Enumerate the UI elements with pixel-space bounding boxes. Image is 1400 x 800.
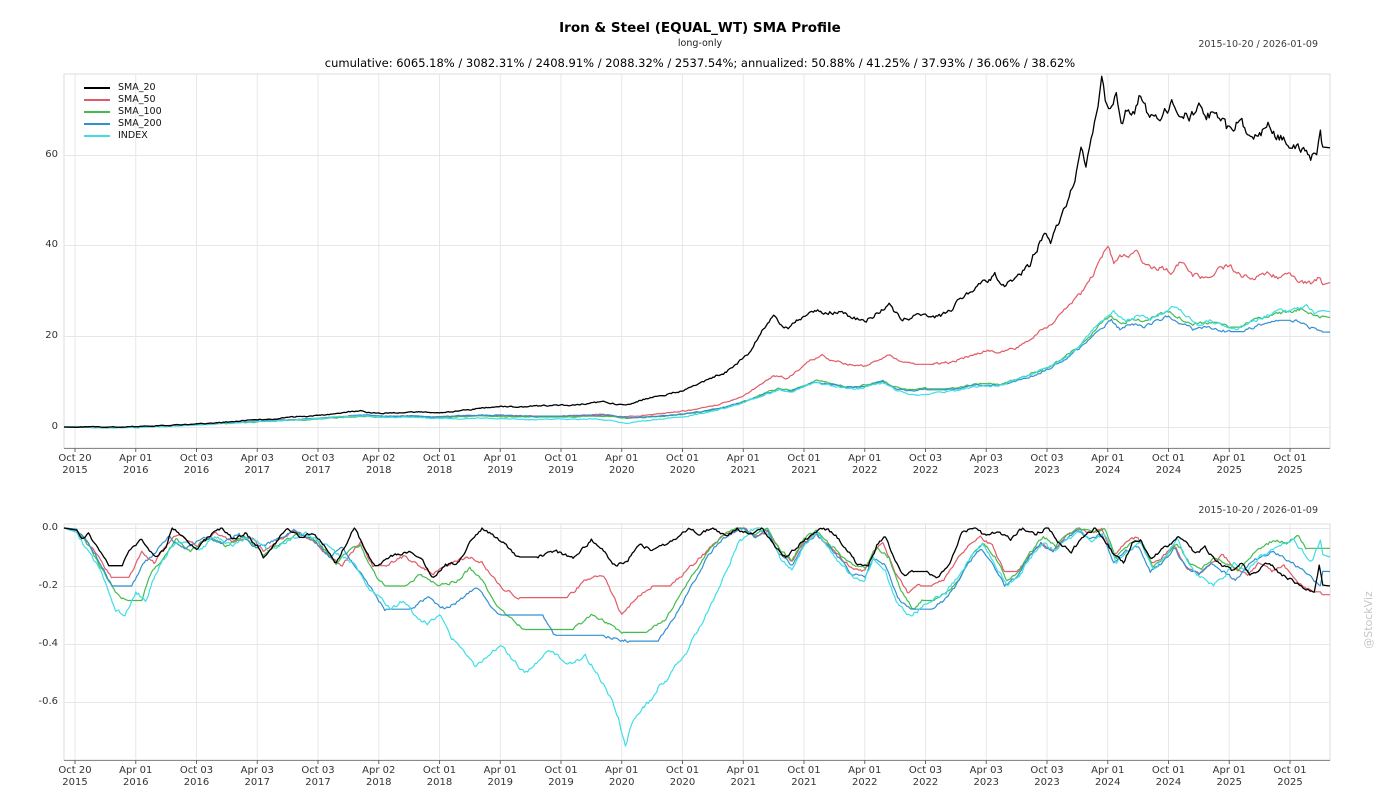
x-tick-label: Oct 03 2023 [1030, 453, 1064, 476]
x-tick-label: Apr 02 2018 [362, 765, 396, 788]
x-tick-label: Apr 01 2016 [119, 765, 153, 788]
x-tick-label: Oct 01 2021 [787, 453, 821, 476]
watermark: @StockViz [1362, 591, 1375, 649]
y-tick-label: -0.6 [38, 695, 58, 707]
x-tick-label: Apr 01 2020 [605, 765, 639, 788]
page-title: Iron & Steel (EQUAL_WT) SMA Profile [559, 20, 841, 36]
x-tick-label: Apr 01 2024 [1091, 453, 1125, 476]
series-line-sma_200 [63, 315, 1331, 429]
x-tick-label: Apr 02 2018 [362, 453, 396, 476]
x-tick-label: Apr 01 2019 [483, 765, 517, 788]
x-tick-label: Oct 20 2015 [58, 453, 92, 476]
x-tick-label: Apr 01 2022 [848, 765, 882, 788]
y-tick-label: -0.2 [38, 579, 58, 591]
series-line-index [63, 304, 1331, 429]
y-tick-label: 0 [51, 420, 58, 432]
date-range-bottom: 2015-10-20 / 2026-01-09 [1198, 505, 1318, 516]
legend-item-sma_50: SMA_50 [84, 94, 162, 106]
x-tick-label: Oct 01 2024 [1151, 765, 1186, 788]
y-tick-label: 0.0 [42, 521, 58, 533]
y-tick-label: 60 [45, 148, 58, 160]
x-tick-label: Apr 01 2021 [726, 765, 760, 788]
x-tick-label: Oct 01 2025 [1273, 765, 1307, 788]
x-tick-label: Oct 01 2018 [422, 765, 457, 788]
legend-line-swatch [84, 135, 110, 137]
legend-line-swatch [84, 99, 110, 101]
y-tick-label: -0.4 [38, 637, 58, 649]
x-tick-label: Apr 01 2021 [726, 453, 760, 476]
legend-label: SMA_100 [118, 106, 162, 117]
series-line-sma_100 [63, 308, 1331, 429]
x-tick-label: Apr 01 2022 [848, 453, 882, 476]
x-tick-label: Apr 01 2025 [1212, 453, 1246, 476]
legend-item-index: INDEX [84, 130, 162, 142]
x-tick-label: Oct 01 2024 [1151, 453, 1186, 476]
date-range-top: 2015-10-20 / 2026-01-09 [1198, 39, 1318, 50]
legend-line-swatch [84, 111, 110, 113]
legend-item-sma_20: SMA_20 [84, 82, 162, 94]
x-tick-label: Oct 01 2025 [1273, 453, 1307, 476]
x-tick-label: Oct 03 2016 [179, 453, 214, 476]
legend-label: SMA_20 [118, 82, 156, 93]
x-tick-label: Oct 03 2022 [908, 765, 943, 788]
chart-subtitle: long-only [677, 38, 723, 49]
legend-line-swatch [84, 87, 110, 89]
legend-item-sma_200: SMA_200 [84, 118, 162, 130]
legend-label: SMA_200 [118, 118, 162, 129]
x-tick-label: Oct 01 2020 [665, 765, 700, 788]
performance-stats-line: cumulative: 6065.18% / 3082.31% / 2408.9… [324, 56, 1076, 70]
legend-line-swatch [84, 123, 110, 125]
x-tick-label: Apr 01 2024 [1091, 765, 1125, 788]
x-tick-label: Oct 03 2023 [1030, 765, 1064, 788]
x-tick-label: Oct 03 2016 [179, 765, 214, 788]
series-line-index [63, 527, 1331, 747]
x-tick-label: Oct 03 2017 [301, 765, 335, 788]
x-tick-label: Oct 01 2021 [787, 765, 821, 788]
legend: SMA_20 SMA_50 SMA_100 SMA_200 INDEX [84, 82, 162, 142]
x-tick-label: Apr 01 2016 [119, 453, 153, 476]
series-line-sma_20 [63, 527, 1331, 593]
x-tick-label: Oct 03 2017 [301, 453, 335, 476]
x-tick-label: Apr 01 2020 [605, 453, 639, 476]
x-tick-label: Apr 03 2017 [240, 453, 274, 476]
y-tick-label: 20 [45, 329, 58, 341]
x-tick-label: Apr 01 2019 [483, 453, 517, 476]
x-tick-label: Oct 01 2019 [544, 453, 578, 476]
x-tick-label: Oct 20 2015 [58, 765, 92, 788]
x-tick-label: Oct 01 2020 [665, 453, 700, 476]
legend-label: INDEX [118, 130, 148, 141]
legend-item-sma_100: SMA_100 [84, 106, 162, 118]
x-tick-label: Oct 01 2018 [422, 453, 457, 476]
x-tick-label: Apr 03 2023 [969, 765, 1003, 788]
x-tick-label: Oct 01 2019 [544, 765, 578, 788]
x-tick-label: Apr 03 2023 [969, 453, 1003, 476]
series-line-sma_20 [63, 75, 1331, 429]
series-line-sma_200 [63, 527, 1331, 643]
x-tick-label: Apr 01 2025 [1212, 765, 1246, 788]
x-tick-label: Apr 03 2017 [240, 765, 274, 788]
legend-label: SMA_50 [118, 94, 156, 105]
series-line-sma_100 [63, 527, 1330, 634]
x-tick-label: Oct 03 2022 [908, 453, 943, 476]
y-tick-label: 40 [45, 238, 58, 250]
